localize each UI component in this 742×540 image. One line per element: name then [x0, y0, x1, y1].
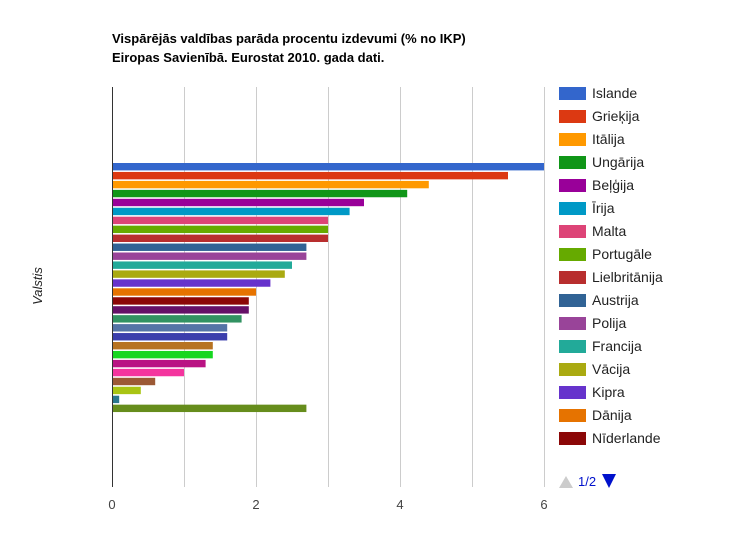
legend-item[interactable]: Islande — [559, 85, 637, 101]
chart-title-line-1: Vispārējās valdības parāda procentu izde… — [112, 31, 466, 46]
bar[interactable] — [112, 163, 544, 171]
legend-label: Vācija — [592, 361, 630, 377]
legend-page-up-icon[interactable] — [559, 476, 573, 488]
bar[interactable] — [112, 252, 307, 260]
legend-item[interactable]: Ungārija — [559, 154, 644, 170]
bar[interactable] — [112, 315, 242, 323]
legend-item[interactable]: Grieķija — [559, 108, 640, 124]
legend-item[interactable]: Beļģija — [559, 177, 634, 193]
bar[interactable] — [112, 395, 120, 404]
legend-label: Grieķija — [592, 108, 640, 124]
legend-page-down-icon[interactable] — [602, 474, 616, 488]
bar[interactable] — [112, 234, 328, 242]
legend-label: Nīderlande — [592, 430, 661, 446]
bar[interactable] — [112, 207, 350, 216]
bar[interactable] — [112, 368, 184, 377]
gridlines — [184, 87, 545, 487]
legend-swatch — [559, 87, 586, 100]
bar[interactable] — [112, 180, 429, 189]
legend-swatch — [559, 432, 586, 445]
legend-item[interactable]: Īrija — [559, 200, 615, 216]
legend-label: Kipra — [592, 384, 625, 400]
bar[interactable] — [112, 171, 508, 180]
legend-item[interactable]: Austrija — [559, 292, 639, 308]
bar[interactable] — [112, 342, 213, 350]
legend-item[interactable]: Francija — [559, 338, 642, 354]
bar[interactable] — [112, 270, 285, 278]
legend-swatch — [559, 248, 586, 261]
legend-label: Portugāle — [592, 246, 652, 262]
legend-label: Beļģija — [592, 177, 634, 193]
bar[interactable] — [112, 350, 213, 359]
legend-item[interactable]: Polija — [559, 315, 626, 331]
bar[interactable] — [112, 324, 228, 332]
legend-label: Dānija — [592, 407, 632, 423]
bar[interactable] — [112, 288, 256, 296]
legend-item[interactable]: Nīderlande — [559, 430, 661, 446]
legend-swatch — [559, 317, 586, 330]
bars — [112, 163, 544, 413]
bar[interactable] — [112, 279, 271, 287]
legend-item[interactable]: Portugāle — [559, 246, 652, 262]
legend-item[interactable]: Vācija — [559, 361, 630, 377]
legend-item[interactable]: Kipra — [559, 384, 625, 400]
legend-label: Itālija — [592, 131, 625, 147]
legend-label: Ungārija — [592, 154, 644, 170]
legend-page-indicator: 1/2 — [578, 474, 596, 489]
x-tick-label: 6 — [540, 497, 547, 512]
legend-swatch — [559, 202, 586, 215]
legend-label: Polija — [592, 315, 626, 331]
legend-swatch — [559, 133, 586, 146]
legend-swatch — [559, 179, 586, 192]
legend-swatch — [559, 363, 586, 376]
legend-swatch — [559, 271, 586, 284]
legend-swatch — [559, 110, 586, 123]
chart-title: Vispārējās valdības parāda procentu izde… — [112, 31, 466, 65]
bar[interactable] — [112, 333, 228, 341]
bar[interactable] — [112, 386, 141, 395]
legend-pager: 1/2 — [559, 474, 616, 489]
legend-swatch — [559, 409, 586, 422]
legend-swatch — [559, 386, 586, 399]
legend-label: Islande — [592, 85, 637, 101]
y-axis-label: Valstis — [30, 267, 45, 305]
bar[interactable] — [112, 261, 292, 269]
legend-label: Īrija — [592, 200, 615, 216]
chart-title-line-2: Eiropas Savienībā. Eurostat 2010. gada d… — [112, 50, 384, 65]
legend-swatch — [559, 225, 586, 238]
legend-item[interactable]: Dānija — [559, 407, 632, 423]
legend-item[interactable]: Lielbritānija — [559, 269, 663, 285]
legend-label: Malta — [592, 223, 626, 239]
x-axis-ticks: 0 2 4 6 — [108, 497, 547, 512]
legend-item[interactable]: Itālija — [559, 131, 625, 147]
x-tick-label: 0 — [108, 497, 115, 512]
bar[interactable] — [112, 189, 408, 198]
x-tick-label: 2 — [252, 497, 259, 512]
legend-label: Francija — [592, 338, 642, 354]
legend-swatch — [559, 340, 586, 353]
bar[interactable] — [112, 243, 307, 251]
bar[interactable] — [112, 225, 328, 234]
legend-swatch — [559, 156, 586, 169]
legend: Islande Grieķija Itālija Ungārija Beļģija Īri… — [559, 85, 663, 446]
bar[interactable] — [112, 404, 307, 413]
bar[interactable] — [112, 306, 249, 314]
x-tick-label: 4 — [396, 497, 403, 512]
bar[interactable] — [112, 198, 364, 207]
legend-swatch — [559, 294, 586, 307]
legend-label: Lielbritānija — [592, 269, 663, 285]
bar[interactable] — [112, 359, 206, 368]
legend-item[interactable]: Malta — [559, 223, 626, 239]
bar[interactable] — [112, 297, 249, 305]
bar[interactable] — [112, 377, 156, 386]
legend-label: Austrija — [592, 292, 639, 308]
bar[interactable] — [112, 216, 328, 225]
